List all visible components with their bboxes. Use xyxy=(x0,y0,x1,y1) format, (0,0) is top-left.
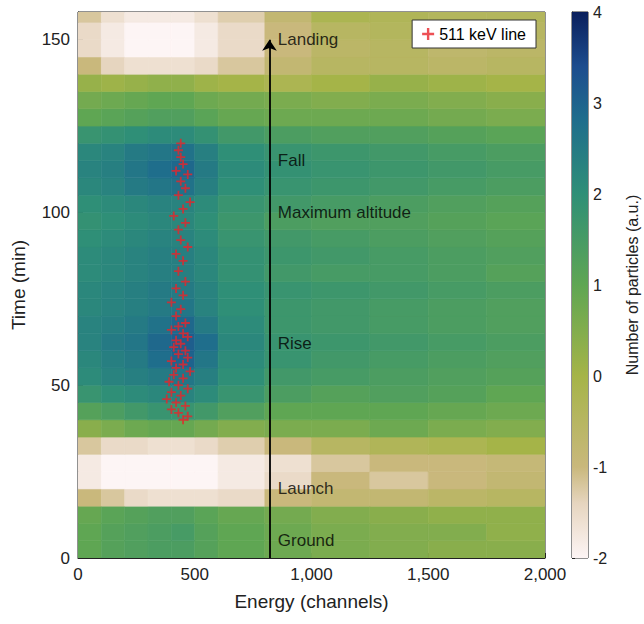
svg-text:-1: -1 xyxy=(593,459,607,476)
svg-text:2,000: 2,000 xyxy=(524,565,567,584)
svg-text:Number of particles (a.u.): Number of particles (a.u.) xyxy=(624,195,641,376)
svg-text:Rise: Rise xyxy=(278,334,312,353)
svg-text:4: 4 xyxy=(593,4,602,21)
svg-text:50: 50 xyxy=(51,376,70,395)
svg-text:Landing: Landing xyxy=(278,30,339,49)
svg-text:100: 100 xyxy=(42,203,70,222)
svg-text:Launch: Launch xyxy=(278,479,334,498)
svg-text:500: 500 xyxy=(181,565,209,584)
svg-text:Energy (channels): Energy (channels) xyxy=(234,591,388,612)
svg-text:Maximum altitude: Maximum altitude xyxy=(278,203,411,222)
svg-text:-2: -2 xyxy=(593,550,607,567)
svg-text:0: 0 xyxy=(73,565,82,584)
svg-text:3: 3 xyxy=(593,95,602,112)
svg-text:1,500: 1,500 xyxy=(407,565,450,584)
svg-text:0: 0 xyxy=(593,368,602,385)
svg-text:1: 1 xyxy=(593,277,602,294)
svg-text:150: 150 xyxy=(42,30,70,49)
svg-text:Fall: Fall xyxy=(278,151,305,170)
svg-text:2: 2 xyxy=(593,186,602,203)
svg-text:511 keV line: 511 keV line xyxy=(439,26,526,43)
svg-text:Time (min): Time (min) xyxy=(8,240,29,330)
svg-text:Ground: Ground xyxy=(278,531,335,550)
svg-text:0: 0 xyxy=(61,549,70,568)
svg-text:1,000: 1,000 xyxy=(290,565,333,584)
